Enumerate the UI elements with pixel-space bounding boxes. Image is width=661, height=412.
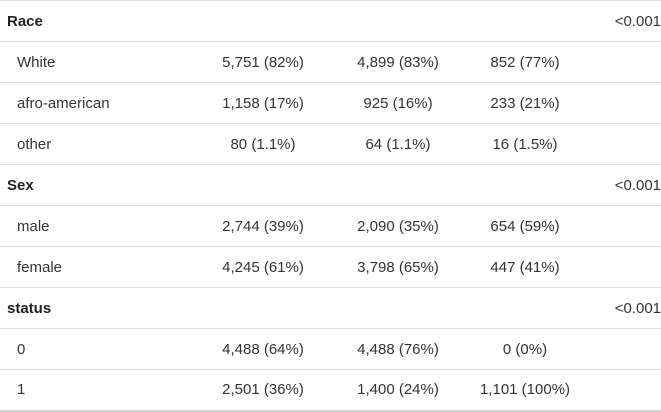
table-row-male: male 2,744 (39%) 2,090 (35%) 654 (59%) bbox=[0, 205, 661, 247]
variable-label: Sex bbox=[0, 164, 194, 206]
cell-group-2: 654 (59%) bbox=[464, 205, 586, 247]
p-value: <0.001 bbox=[586, 0, 661, 42]
table-row-status: status <0.001 bbox=[0, 287, 661, 329]
cell-overall bbox=[194, 164, 332, 206]
variable-label: status bbox=[0, 287, 194, 329]
table-row-race: Race <0.001 bbox=[0, 0, 661, 42]
table-row-afro-american: afro-american 1,158 (17%) 925 (16%) 233 … bbox=[0, 82, 661, 124]
p-value: <0.001 bbox=[586, 164, 661, 206]
table-row-status-1: 1 2,501 (36%) 1,400 (24%) 1,101 (100%) bbox=[0, 369, 661, 412]
cell-overall bbox=[194, 0, 332, 42]
cell-group-2 bbox=[464, 164, 586, 206]
cell-group-1: 1,400 (24%) bbox=[332, 369, 464, 412]
cell-group-2 bbox=[464, 0, 586, 42]
level-label: afro-american bbox=[0, 82, 194, 124]
cell-group-2: 0 (0%) bbox=[464, 328, 586, 370]
cell-overall bbox=[194, 287, 332, 329]
cell-overall: 2,744 (39%) bbox=[194, 205, 332, 247]
cell-group-2: 233 (21%) bbox=[464, 82, 586, 124]
cell-overall: 80 (1.1%) bbox=[194, 123, 332, 165]
cell-overall: 4,245 (61%) bbox=[194, 246, 332, 288]
cell-group-1 bbox=[332, 164, 464, 206]
cell-group-1: 4,488 (76%) bbox=[332, 328, 464, 370]
level-label: male bbox=[0, 205, 194, 247]
cell-group-2 bbox=[464, 287, 586, 329]
cell-group-2: 447 (41%) bbox=[464, 246, 586, 288]
variable-label: Race bbox=[0, 0, 194, 42]
p-value bbox=[586, 328, 661, 370]
table-row-female: female 4,245 (61%) 3,798 (65%) 447 (41%) bbox=[0, 246, 661, 288]
cell-overall: 4,488 (64%) bbox=[194, 328, 332, 370]
p-value: <0.001 bbox=[586, 287, 661, 329]
table-row-sex: Sex <0.001 bbox=[0, 164, 661, 206]
p-value bbox=[586, 41, 661, 83]
cell-group-2: 16 (1.5%) bbox=[464, 123, 586, 165]
cell-group-2: 1,101 (100%) bbox=[464, 369, 586, 412]
cell-overall: 2,501 (36%) bbox=[194, 369, 332, 412]
cell-group-1 bbox=[332, 0, 464, 42]
cell-group-1: 3,798 (65%) bbox=[332, 246, 464, 288]
p-value bbox=[586, 82, 661, 124]
cell-group-2: 852 (77%) bbox=[464, 41, 586, 83]
cell-group-1: 4,899 (83%) bbox=[332, 41, 464, 83]
p-value bbox=[586, 123, 661, 165]
cell-group-1: 925 (16%) bbox=[332, 82, 464, 124]
table-row-other: other 80 (1.1%) 64 (1.1%) 16 (1.5%) bbox=[0, 123, 661, 165]
cell-group-1 bbox=[332, 287, 464, 329]
table-row-white: White 5,751 (82%) 4,899 (83%) 852 (77%) bbox=[0, 41, 661, 83]
cell-overall: 5,751 (82%) bbox=[194, 41, 332, 83]
cell-group-1: 64 (1.1%) bbox=[332, 123, 464, 165]
level-label: 0 bbox=[0, 328, 194, 370]
table-row-status-0: 0 4,488 (64%) 4,488 (76%) 0 (0%) bbox=[0, 328, 661, 370]
p-value bbox=[586, 369, 661, 412]
level-label: 1 bbox=[0, 369, 194, 412]
p-value bbox=[586, 246, 661, 288]
level-label: other bbox=[0, 123, 194, 165]
cell-group-1: 2,090 (35%) bbox=[332, 205, 464, 247]
level-label: White bbox=[0, 41, 194, 83]
level-label: female bbox=[0, 246, 194, 288]
p-value bbox=[586, 205, 661, 247]
cell-overall: 1,158 (17%) bbox=[194, 82, 332, 124]
